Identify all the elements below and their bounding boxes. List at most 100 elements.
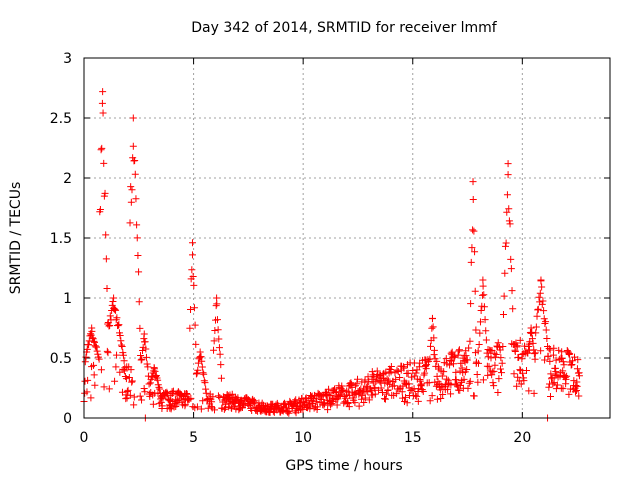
- plot-frame: [83, 57, 611, 419]
- data-point: [91, 342, 99, 350]
- data-point: [178, 392, 186, 400]
- data-point: [224, 392, 232, 400]
- data-point: [138, 396, 146, 404]
- data-point: [155, 383, 163, 391]
- data-point: [217, 374, 225, 382]
- data-point: [237, 396, 245, 404]
- data-point: [529, 339, 537, 347]
- data-point: [198, 363, 206, 371]
- data-point: [568, 360, 576, 368]
- data-point: [463, 365, 471, 373]
- data-point: [546, 393, 554, 401]
- data-point: [190, 304, 198, 312]
- data-point: [202, 385, 210, 393]
- data-point: [100, 383, 108, 391]
- data-point: [543, 334, 551, 342]
- data-point: [484, 371, 492, 379]
- data-point: [559, 385, 567, 393]
- data-point: [97, 366, 105, 374]
- data-point: [485, 363, 493, 371]
- data-point: [532, 323, 540, 331]
- data-point: [381, 395, 389, 403]
- data-point: [134, 252, 142, 260]
- data-point: [428, 314, 436, 322]
- data-point: [327, 391, 335, 399]
- data-point: [98, 99, 106, 107]
- data-point: [126, 219, 134, 227]
- data-point: [382, 390, 390, 398]
- data-point: [220, 405, 228, 413]
- data-point: [567, 361, 575, 369]
- data-point: [214, 326, 222, 334]
- data-point: [447, 390, 455, 398]
- data-point: [536, 289, 544, 297]
- data-point: [187, 306, 195, 314]
- data-point: [438, 372, 446, 380]
- data-point: [421, 369, 429, 377]
- data-point: [104, 349, 112, 357]
- data-point: [524, 349, 532, 357]
- data-point: [201, 379, 209, 387]
- data-point: [338, 382, 346, 390]
- data-point: [115, 321, 123, 329]
- data-point: [396, 373, 404, 381]
- data-point: [508, 340, 516, 348]
- data-point: [127, 366, 135, 374]
- data-point: [455, 347, 463, 355]
- data-point: [103, 284, 111, 292]
- data-point: [467, 300, 475, 308]
- data-point: [530, 389, 538, 397]
- data-point: [429, 323, 437, 331]
- data-point: [530, 350, 538, 358]
- data-point: [467, 258, 475, 266]
- data-point: [371, 390, 379, 398]
- data-point: [136, 392, 144, 400]
- data-point: [217, 361, 225, 369]
- data-point: [333, 401, 341, 409]
- data-point: [549, 351, 557, 359]
- data-point: [558, 348, 566, 356]
- data-point: [185, 395, 193, 403]
- data-point: [197, 405, 205, 413]
- data-point: [480, 303, 488, 311]
- data-point: [139, 347, 147, 355]
- data-point: [81, 358, 89, 366]
- data-point: [90, 337, 98, 345]
- data-point: [146, 379, 154, 387]
- data-point: [215, 335, 223, 343]
- data-point: [83, 388, 91, 396]
- data-point: [110, 294, 118, 302]
- data-point: [390, 382, 398, 390]
- data-point: [460, 375, 468, 383]
- data-point: [427, 342, 435, 350]
- data-point: [128, 377, 136, 385]
- data-point: [361, 376, 369, 384]
- data-point: [514, 373, 522, 381]
- data-point: [519, 369, 527, 377]
- data-point: [186, 324, 194, 332]
- data-point: [430, 334, 438, 342]
- data-point: [528, 335, 536, 343]
- data-point: [136, 324, 144, 332]
- data-point: [392, 390, 400, 398]
- data-point: [119, 366, 127, 374]
- data-point: [129, 142, 137, 150]
- data-point: [131, 170, 139, 178]
- data-point: [141, 338, 149, 346]
- x-tick-label: 20: [513, 430, 531, 446]
- data-point: [476, 318, 484, 326]
- data-point: [487, 354, 495, 362]
- data-point: [444, 385, 452, 393]
- data-point: [504, 171, 512, 179]
- data-point: [331, 389, 339, 397]
- data-point: [165, 396, 173, 404]
- data-point: [539, 297, 547, 305]
- data-point: [360, 399, 368, 407]
- data-point: [508, 287, 516, 295]
- data-point: [574, 356, 582, 364]
- data-point: [552, 368, 560, 376]
- data-point: [89, 334, 97, 342]
- data-point: [108, 301, 116, 309]
